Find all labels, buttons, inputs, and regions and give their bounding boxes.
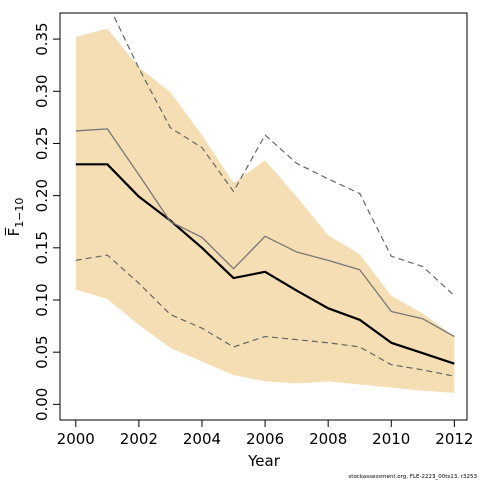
- x-tick-label: 2002: [120, 430, 158, 448]
- y-tick-label: 0.15: [33, 231, 51, 264]
- y-tick-label: 0.20: [33, 179, 51, 212]
- confidence-band: [75, 28, 455, 393]
- x-tick-label: 2004: [183, 430, 221, 448]
- y-axis-title-subscript: 1−10: [13, 198, 26, 228]
- y-axis: 0.00 0.05 0.10 0.15 0.20 0.25 0.30 0.35: [33, 22, 60, 421]
- y-axis-title-main: F̅: [4, 227, 23, 237]
- y-tick-label: 0.25: [33, 127, 51, 160]
- y-tick-label: 0.00: [33, 388, 51, 421]
- y-tick-label: 0.05: [33, 335, 51, 368]
- x-tick-label: 2008: [309, 430, 347, 448]
- x-tick-label: 2006: [246, 430, 284, 448]
- interval-bound-line-3: [111, 13, 455, 297]
- x-tick-label: 2010: [372, 430, 410, 448]
- x-tick-label: 2000: [57, 430, 95, 448]
- plot-area: [75, 13, 455, 393]
- y-tick-label: 0.30: [33, 75, 51, 108]
- footer-credit: stockassessment.org, FLE-2223_00ts13, r3…: [348, 474, 477, 480]
- x-axis-title: Year: [247, 452, 281, 470]
- x-tick-label: 2012: [435, 430, 473, 448]
- plot-frame: [59, 12, 468, 421]
- x-axis: 2000 2002 2004 2006 2008 2010 2012: [57, 420, 473, 448]
- interval-bound-line-4: [75, 254, 455, 377]
- estimate-line-1: [75, 163, 455, 365]
- y-tick-label: 0.10: [33, 283, 51, 316]
- svg-text:F̅1−10: F̅1−10: [4, 198, 26, 237]
- y-tick-label: 0.35: [33, 22, 51, 55]
- alternate-estimate-line-2: [75, 128, 455, 338]
- y-axis-title: F̅1−10: [4, 198, 26, 237]
